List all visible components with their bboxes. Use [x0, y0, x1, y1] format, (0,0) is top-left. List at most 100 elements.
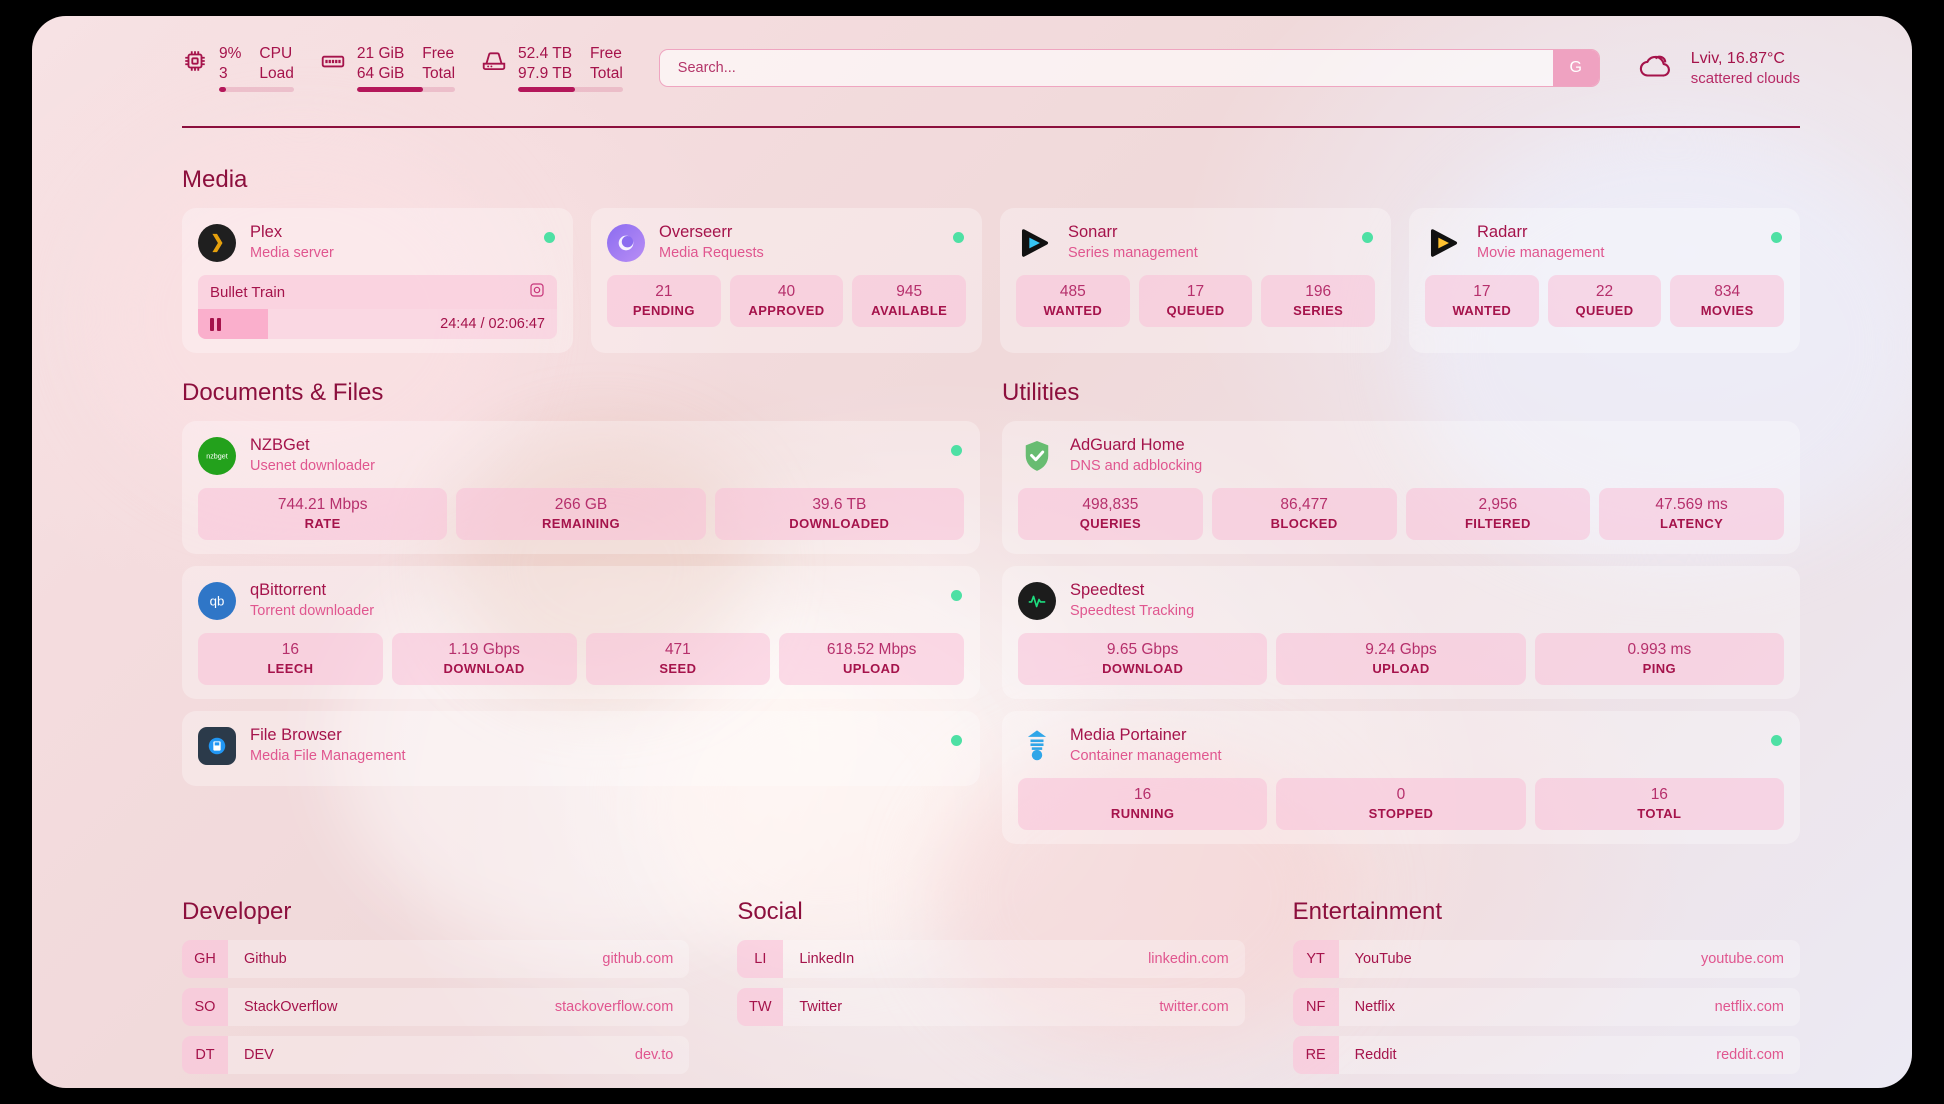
- service-card-portainer[interactable]: Media Portainer Container management 16 …: [1002, 711, 1800, 844]
- stat-chip: 39.6 TB DOWNLOADED: [714, 488, 964, 540]
- search-input[interactable]: [659, 50, 1553, 86]
- stat-chip: 498,835 QUERIES: [1018, 488, 1203, 540]
- chip-label: DOWNLOADED: [789, 516, 890, 531]
- qbittorrent-icon: qb: [198, 581, 236, 620]
- disk-usage-bar: [518, 87, 623, 92]
- overseerr-name: Overseerr: [659, 223, 733, 241]
- service-card-filebrowser[interactable]: File Browser Media File Management: [182, 711, 980, 786]
- chip-value: 17: [1186, 283, 1205, 300]
- nzbget-name: NZBGet: [250, 436, 310, 454]
- stat-chip: 16 LEECH: [198, 633, 383, 685]
- chip-value: 16: [281, 641, 299, 658]
- bookmark-name: Github: [244, 951, 287, 967]
- bookmark-item-youtube[interactable]: YT YouTube youtube.com: [1292, 940, 1800, 978]
- filebrowser-icon: [198, 726, 236, 765]
- bookmark-item-netflix[interactable]: NF Netflix netflix.com: [1292, 988, 1800, 1026]
- chip-value: 618.52 Mbps: [826, 641, 917, 658]
- plex-status-dot: [544, 232, 555, 243]
- overseerr-stats: 21 PENDING 40 APPROVED 945 AVAILABLE: [607, 275, 967, 327]
- bookmark-url: dev.to: [634, 1047, 674, 1063]
- qbittorrent-subtitle: Torrent downloader: [250, 603, 375, 619]
- service-card-overseerr[interactable]: Overseerr Media Requests 21 PENDING 40 A…: [591, 208, 982, 353]
- bookmark-item-twitter[interactable]: TW Twitter twitter.com: [737, 988, 1245, 1026]
- chip-value: 86,477: [1280, 496, 1328, 513]
- service-card-adguard[interactable]: AdGuard Home DNS and adblocking 498,835 …: [1002, 421, 1800, 554]
- bookmark-item-reddit[interactable]: RE Reddit reddit.com: [1292, 1036, 1800, 1074]
- search-bar[interactable]: G: [658, 49, 1600, 87]
- plex-subtitle: Media server: [250, 245, 334, 261]
- chip-value: 498,835: [1082, 496, 1139, 513]
- stat-chip: 9.65 Gbps DOWNLOAD: [1018, 633, 1268, 685]
- bookmark-group-social: Social LI LinkedIn linkedin.com TW Twitt…: [737, 898, 1245, 1084]
- portainer-icon: [1018, 727, 1056, 765]
- filebrowser-subtitle: Media File Management: [250, 748, 406, 764]
- stat-chip: 86,477 BLOCKED: [1211, 488, 1397, 540]
- bookmark-url: stackoverflow.com: [554, 999, 674, 1015]
- plex-time-display: 24:44 / 02:06:47: [440, 316, 545, 332]
- header-divider: [182, 126, 1800, 128]
- cpu-label-2: Load: [259, 65, 294, 82]
- bookmarks: Developer GH Github github.com SO StackO…: [182, 898, 1800, 1084]
- cast-icon[interactable]: [529, 282, 545, 302]
- chip-label: WANTED: [1452, 303, 1512, 318]
- adguard-stats: 498,835 QUERIES 86,477 BLOCKED 2,956 FIL…: [1018, 488, 1784, 540]
- bookmark-url: linkedin.com: [1148, 951, 1229, 967]
- service-card-sonarr[interactable]: Sonarr Series management 485 WANTED 17 Q…: [1000, 208, 1391, 353]
- stat-chip: 47.569 ms LATENCY: [1599, 488, 1784, 540]
- chip-label: FILTERED: [1464, 516, 1531, 531]
- chip-value: 196: [1305, 283, 1332, 300]
- sonarr-subtitle: Series management: [1068, 245, 1198, 261]
- disk-label-1: Free: [590, 45, 622, 62]
- chip-label: UPLOAD: [842, 661, 901, 676]
- pause-icon[interactable]: [210, 317, 221, 331]
- system-stats: 9% 3 CPU Load: [182, 44, 623, 92]
- chip-label: REMAINING: [541, 516, 620, 531]
- bookmark-abbr: NF: [1292, 988, 1339, 1026]
- nzbget-subtitle: Usenet downloader: [250, 458, 375, 474]
- chip-label: BLOCKED: [1270, 516, 1338, 531]
- bookmark-item-dev[interactable]: DT DEV dev.to: [182, 1036, 690, 1074]
- bookmark-url: netflix.com: [1714, 999, 1784, 1015]
- bookmark-group-title: Social: [737, 898, 803, 925]
- bookmark-name: StackOverflow: [244, 999, 338, 1015]
- chip-label: RATE: [304, 516, 341, 531]
- plex-progress-bar[interactable]: 24:44 / 02:06:47: [198, 309, 557, 339]
- filebrowser-name: File Browser: [250, 726, 342, 744]
- service-card-nzbget[interactable]: nzbget NZBGet Usenet downloader 744.21 M…: [182, 421, 980, 554]
- chip-value: 485: [1059, 283, 1086, 300]
- sonarr-stats: 485 WANTED 17 QUEUED 196 SERIES: [1016, 275, 1376, 327]
- chip-label: QUEUED: [1575, 303, 1634, 318]
- disk-value-1: 52.4 TB: [518, 45, 573, 62]
- search-submit-button[interactable]: G: [1552, 50, 1599, 86]
- speedtest-stats: 9.65 Gbps DOWNLOAD 9.24 Gbps UPLOAD 0.99…: [1018, 633, 1784, 685]
- radarr-stats: 17 WANTED 22 QUEUED 834 MOVIES: [1425, 275, 1785, 327]
- bookmark-abbr: TW: [737, 988, 784, 1026]
- memory-label-1: Free: [422, 45, 455, 62]
- chip-value: 16: [1650, 786, 1668, 803]
- chip-value: 945: [896, 283, 923, 300]
- stat-chip: 16 RUNNING: [1018, 778, 1268, 830]
- service-card-radarr[interactable]: Radarr Movie management 17 WANTED 22 QUE…: [1409, 208, 1800, 353]
- bookmark-item-linkedin[interactable]: LI LinkedIn linkedin.com: [737, 940, 1245, 978]
- stat-chip: 9.24 Gbps UPLOAD: [1276, 633, 1526, 685]
- chip-label: UPLOAD: [1372, 661, 1430, 676]
- service-card-speedtest[interactable]: Speedtest Speedtest Tracking 9.65 Gbps D…: [1002, 566, 1800, 699]
- service-card-plex[interactable]: Plex Media server Bullet Train: [182, 208, 573, 353]
- bookmark-item-stackoverflow[interactable]: SO StackOverflow stackoverflow.com: [182, 988, 690, 1026]
- stat-chip: 22 QUEUED: [1547, 275, 1662, 327]
- mid-columns: Documents & Files nzbget NZBGet Usenet d…: [182, 379, 1800, 844]
- service-card-qbittorrent[interactable]: qb qBittorrent Torrent downloader 16 LEE…: [182, 566, 980, 699]
- weather-widget: Lviv, 16.87°C scattered clouds: [1636, 48, 1800, 89]
- chip-value: 40: [777, 283, 796, 300]
- stat-chip: 945 AVAILABLE: [852, 275, 967, 327]
- stat-chip: 0.993 ms PING: [1534, 633, 1784, 685]
- ram-icon: [320, 48, 346, 79]
- cpu-icon: [182, 48, 208, 79]
- bookmark-item-github[interactable]: GH Github github.com: [182, 940, 690, 978]
- bookmark-abbr: LI: [737, 940, 784, 978]
- bookmark-url: github.com: [602, 951, 674, 967]
- utilities-column: Utilities AdGuard Home DNS and adblockin…: [1002, 379, 1800, 844]
- bookmark-url: youtube.com: [1700, 951, 1784, 967]
- bookmark-abbr: RE: [1292, 1036, 1339, 1074]
- adguard-icon: [1018, 437, 1056, 475]
